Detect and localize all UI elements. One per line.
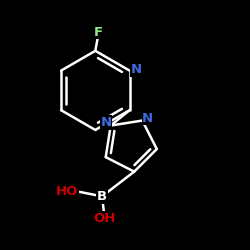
Text: N: N <box>131 63 142 76</box>
Text: F: F <box>94 26 103 39</box>
Text: N: N <box>101 116 112 129</box>
Text: N: N <box>142 112 153 124</box>
Text: HO: HO <box>56 186 78 198</box>
Text: OH: OH <box>93 212 116 225</box>
Text: B: B <box>97 190 107 203</box>
